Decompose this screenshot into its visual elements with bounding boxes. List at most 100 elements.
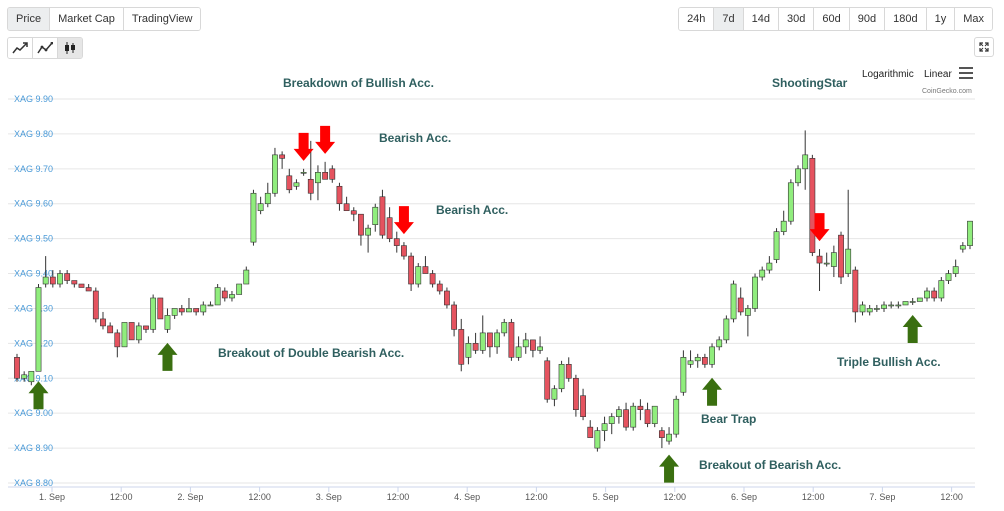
candle-up	[795, 165, 801, 187]
candle-up	[608, 413, 615, 435]
tab-market-cap[interactable]: Market Cap	[50, 8, 124, 30]
candle-up	[866, 304, 873, 316]
candle-down	[92, 287, 99, 323]
scale-linear[interactable]: Linear	[924, 69, 952, 80]
candle-body	[307, 178, 314, 194]
x-tick-label: 1. Sep	[39, 492, 65, 502]
candle-body	[802, 154, 809, 170]
candle-body	[293, 182, 300, 187]
tab-price[interactable]: Price	[8, 8, 51, 30]
candle-up	[186, 297, 192, 313]
hamburger-menu-icon[interactable]	[959, 67, 973, 82]
fullscreen-button[interactable]	[974, 37, 994, 57]
annotation-label: Bearish Acc.	[379, 131, 451, 145]
candle-body	[959, 245, 966, 250]
candle-down	[221, 287, 228, 302]
candle-up	[42, 256, 49, 288]
candle-down	[379, 189, 386, 239]
candle-body	[773, 231, 780, 260]
x-tick-label: 5. Sep	[593, 492, 619, 502]
candle-body	[143, 325, 149, 330]
arrow-down-icon	[393, 206, 414, 235]
candle-body	[479, 332, 486, 351]
candle-body	[945, 273, 952, 281]
candle-body	[967, 220, 973, 246]
range-60d[interactable]: 60d	[814, 8, 850, 30]
candle-body	[372, 206, 379, 225]
candle-body	[673, 398, 680, 435]
candle-up	[687, 350, 694, 368]
x-tick-label: 2. Sep	[177, 492, 203, 502]
candle-up	[494, 329, 500, 354]
candle-body	[379, 196, 386, 236]
range-1y[interactable]: 1y	[926, 8, 956, 30]
candle-body	[888, 304, 895, 307]
candle-body	[809, 158, 816, 253]
candle-body	[100, 318, 106, 327]
candle-body	[322, 172, 329, 180]
ohlc-line-icon[interactable]	[33, 38, 58, 58]
range-90d[interactable]: 90d	[849, 8, 886, 30]
candle-up	[902, 301, 909, 306]
candle-body	[243, 269, 250, 285]
candle-body	[21, 374, 28, 379]
line-chart-icon[interactable]	[8, 38, 33, 58]
candle-body	[744, 308, 751, 316]
candle-body	[838, 234, 844, 278]
chart-type-selector	[7, 37, 83, 59]
candle-up	[479, 315, 486, 354]
candlestick-icon[interactable]	[58, 38, 82, 58]
candle-body	[924, 290, 930, 299]
candle-up	[830, 245, 837, 278]
candle-up	[615, 406, 622, 424]
candle-down	[472, 332, 479, 354]
candle-body	[14, 357, 20, 379]
candle-down	[580, 388, 586, 421]
range-14d[interactable]: 14d	[743, 8, 780, 30]
y-tick-label: XAG 9.90	[14, 94, 53, 104]
range-7d[interactable]: 7d	[714, 8, 744, 30]
annotation-label: Bear Trap	[701, 412, 756, 426]
candle-up	[558, 360, 565, 393]
candle-down	[286, 168, 293, 194]
candle-body	[623, 409, 629, 428]
range-max[interactable]: Max	[955, 8, 992, 30]
candle-up	[365, 224, 372, 253]
range-24h[interactable]: 24h	[679, 8, 715, 30]
candle-body	[186, 308, 192, 313]
candle-up	[236, 283, 243, 295]
candle-up	[250, 189, 257, 246]
scale-logarithmic[interactable]: Logarithmic	[862, 69, 914, 80]
candle-body	[573, 377, 579, 410]
range-180d[interactable]: 180d	[885, 8, 927, 30]
time-range-selector: 24h 7d 14d 30d 60d 90d 180d 1y Max	[678, 7, 993, 31]
candle-down	[157, 297, 164, 320]
candle-up	[264, 182, 271, 208]
candle-body	[938, 280, 945, 299]
candle-up	[723, 315, 730, 344]
candle-up	[752, 273, 758, 312]
candle-body	[264, 192, 271, 205]
candle-body	[422, 266, 429, 274]
candle-up	[35, 284, 42, 372]
candle-up	[716, 336, 723, 351]
candle-body	[780, 220, 787, 232]
y-tick-label: XAG 8.80	[14, 478, 53, 488]
tab-tradingview[interactable]: TradingView	[123, 8, 201, 30]
candle-up	[666, 427, 672, 445]
range-30d[interactable]: 30d	[779, 8, 815, 30]
candle-up	[57, 270, 63, 288]
candle-up	[651, 405, 658, 428]
x-tick-label: 12:00	[248, 492, 271, 502]
candle-body	[114, 332, 121, 348]
expand-icon	[979, 42, 989, 52]
candle-up	[21, 371, 28, 382]
candle-up	[952, 259, 959, 278]
candle-up	[909, 297, 916, 305]
candle-down	[429, 270, 436, 288]
candle-up	[773, 228, 780, 264]
candle-down	[64, 270, 71, 285]
x-tick-label: 12:00	[664, 492, 687, 502]
candle-body	[537, 346, 543, 351]
